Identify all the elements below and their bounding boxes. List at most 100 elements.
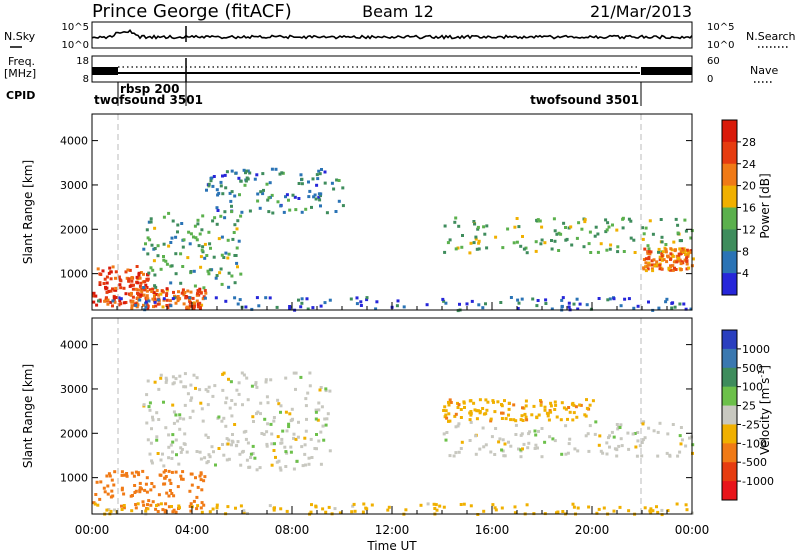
power-cell	[245, 176, 249, 180]
velocity-cell	[153, 380, 157, 384]
velocity-cell	[507, 440, 510, 444]
power-cell	[623, 297, 627, 301]
power-cell	[136, 288, 140, 292]
velocity-colorbar-tick-label: 100	[742, 381, 763, 394]
power-cell	[534, 240, 538, 244]
power-cell	[139, 293, 143, 297]
power-colorbar-segment	[722, 163, 737, 187]
velocity-cell	[168, 478, 172, 482]
velocity-cell	[649, 511, 653, 515]
freq-frame	[91, 55, 693, 83]
power-cell	[230, 210, 234, 214]
power-cell	[226, 256, 230, 260]
power-cell	[261, 172, 265, 176]
power-cell	[167, 211, 171, 215]
velocity-cell	[159, 502, 163, 506]
power-cell	[501, 246, 505, 250]
power-cell	[475, 247, 479, 251]
power-cell	[105, 281, 109, 285]
velocity-cell	[171, 375, 175, 379]
power-cell	[214, 276, 218, 280]
power-cell	[311, 306, 315, 310]
velocity-cell	[230, 414, 234, 418]
power-cell	[177, 297, 181, 301]
velocity-cell	[150, 482, 154, 485]
velocity-cell	[200, 501, 204, 505]
velocity-ytick-label: 2000	[60, 427, 88, 440]
velocity-cell	[678, 450, 682, 454]
velocity-cell	[294, 437, 298, 441]
power-cell	[589, 307, 593, 311]
power-cell	[472, 220, 476, 223]
velocity-cell	[295, 459, 299, 463]
velocity-cell	[572, 411, 576, 415]
velocity-cell	[327, 505, 331, 509]
velocity-cell	[198, 474, 202, 478]
power-cell	[650, 267, 654, 271]
velocity-cell	[106, 492, 110, 496]
power-cell	[672, 240, 676, 244]
velocity-cell	[290, 407, 294, 411]
power-cell	[288, 305, 292, 308]
power-cell	[575, 297, 579, 301]
velocity-cell	[285, 429, 289, 433]
velocity-cell	[108, 474, 112, 478]
power-cell	[660, 240, 664, 244]
power-cell	[238, 193, 241, 197]
power-cell	[259, 190, 263, 194]
power-cell	[686, 254, 690, 258]
nsky-trace	[91, 29, 693, 40]
power-cell	[208, 242, 212, 246]
power-cell	[177, 290, 180, 294]
velocity-cell	[203, 475, 207, 479]
velocity-cell	[459, 447, 463, 450]
power-cell	[218, 271, 222, 275]
velocity-cell	[469, 410, 473, 413]
power-cell	[678, 302, 682, 306]
power-cell	[677, 259, 681, 263]
velocity-cell	[134, 503, 138, 506]
velocity-cell	[98, 497, 102, 501]
power-cell	[189, 232, 193, 236]
power-cell	[255, 173, 259, 177]
power-cell	[395, 304, 399, 308]
velocity-cell	[247, 465, 251, 469]
velocity-cell	[325, 417, 329, 421]
power-cell	[195, 299, 199, 303]
velocity-cell	[172, 381, 176, 385]
velocity-cell	[489, 417, 493, 421]
velocity-cell	[459, 408, 463, 411]
velocity-cell	[434, 503, 438, 507]
power-cell	[107, 290, 111, 293]
power-cell	[106, 302, 110, 306]
velocity-cell	[494, 508, 498, 512]
power-cell	[153, 300, 157, 304]
power-cell	[192, 269, 196, 273]
power-cell	[323, 301, 327, 305]
power-cell	[300, 182, 304, 186]
power-cell	[108, 266, 112, 270]
velocity-ytick-label: 4000	[60, 339, 88, 352]
velocity-cell	[605, 441, 609, 445]
power-cell	[294, 208, 298, 212]
power-cell	[122, 301, 126, 305]
velocity-colorbar-segment	[722, 330, 737, 350]
velocity-cell	[107, 472, 111, 476]
power-cell	[188, 301, 192, 304]
velocity-cell	[584, 434, 588, 438]
velocity-cell	[688, 436, 691, 440]
velocity-cell	[148, 401, 152, 405]
power-cell	[544, 302, 548, 305]
velocity-cell	[252, 420, 255, 423]
velocity-cell	[272, 508, 276, 512]
velocity-cell	[304, 397, 308, 401]
velocity-cell	[171, 440, 175, 444]
power-cell	[169, 241, 173, 244]
nave-label: Nave	[750, 64, 778, 77]
power-cell	[271, 211, 275, 215]
power-cell	[196, 292, 199, 296]
power-cell	[473, 222, 477, 226]
velocity-cell	[201, 419, 205, 423]
velocity-cell	[519, 433, 523, 437]
power-cell	[644, 269, 648, 273]
